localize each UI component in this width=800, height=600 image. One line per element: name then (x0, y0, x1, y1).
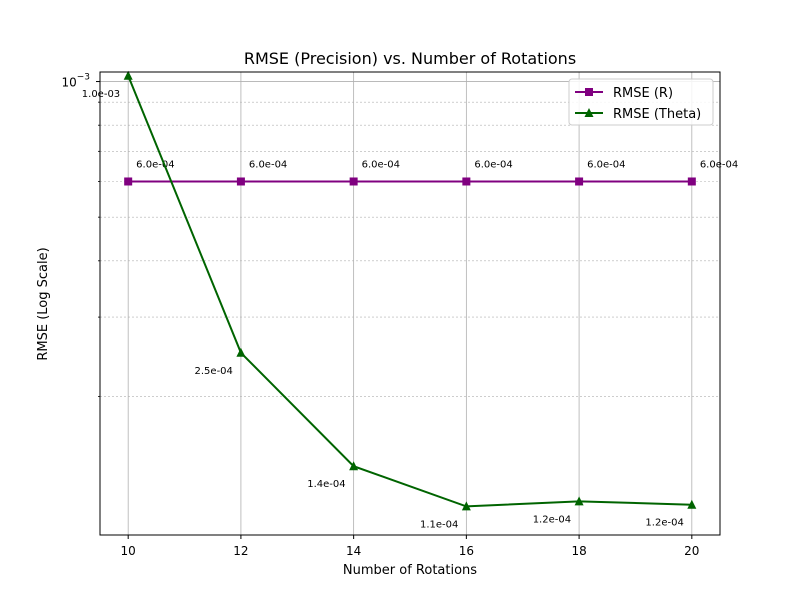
series-marker (575, 177, 584, 186)
series-line (127, 75, 692, 508)
data-label: 1.2e-04 (533, 514, 571, 525)
x-tick-label: 20 (684, 544, 699, 558)
data-label: 1.0e-03 (82, 89, 120, 100)
series-marker (585, 88, 593, 96)
data-label: 6.0e-04 (700, 159, 738, 170)
series-marker (687, 177, 696, 186)
series-marker (124, 177, 133, 186)
series-marker (687, 499, 697, 509)
data-label: 6.0e-04 (587, 159, 625, 170)
series-layer: 6.0e-04 6.0e-04 6.0e-04 6.0e-04 6.0e-04 6.0e-… (82, 70, 738, 530)
series-marker (462, 177, 471, 186)
data-label: 6.0e-04 (136, 159, 174, 170)
data-label: 2.5e-04 (195, 366, 233, 377)
x-tick-label: 14 (346, 544, 361, 558)
plot-frame (99, 71, 721, 536)
data-label: 6.0e-04 (474, 159, 512, 170)
data-label: 6.0e-04 (362, 159, 400, 170)
x-tick-label: 16 (459, 544, 474, 558)
y-axis-label: RMSE (Log Scale) (36, 247, 51, 360)
series-marker (349, 461, 359, 471)
chart-title: RMSE (Precision) vs. Number of Rotations (244, 49, 576, 68)
legend: RMSE (R) RMSE (Theta) (568, 78, 714, 126)
data-label: 6.0e-04 (249, 159, 287, 170)
x-axis-label: Number of Rotations (343, 563, 477, 578)
x-tick-label: 18 (571, 544, 586, 558)
series-marker (236, 347, 246, 357)
x-tick-label: 10 (121, 544, 136, 558)
axes: 10 12 14 16 18 20 10−3 (61, 73, 699, 558)
series-marker (123, 70, 133, 80)
data-label: 1.2e-04 (645, 518, 683, 529)
series-0: 6.0e-04 6.0e-04 6.0e-04 6.0e-04 6.0e-04 6.0e-… (124, 159, 738, 186)
grid (100, 72, 720, 535)
series-marker (236, 177, 245, 186)
series-marker (574, 496, 584, 506)
legend-box (568, 78, 714, 126)
series-marker (461, 501, 471, 511)
data-label: 1.4e-04 (307, 479, 345, 490)
series-1: 1.0e-03 2.5e-04 1.4e-04 1.1e-04 1.2e-04 1.2e-… (82, 70, 697, 530)
data-label: 1.1e-04 (420, 519, 458, 530)
legend-entry: RMSE (Theta) (613, 107, 701, 122)
series-marker (584, 108, 594, 117)
series-marker (349, 177, 358, 186)
legend-entry: RMSE (R) (613, 86, 673, 101)
x-tick-label: 12 (233, 544, 248, 558)
y-tick-label: 10−3 (61, 73, 90, 90)
